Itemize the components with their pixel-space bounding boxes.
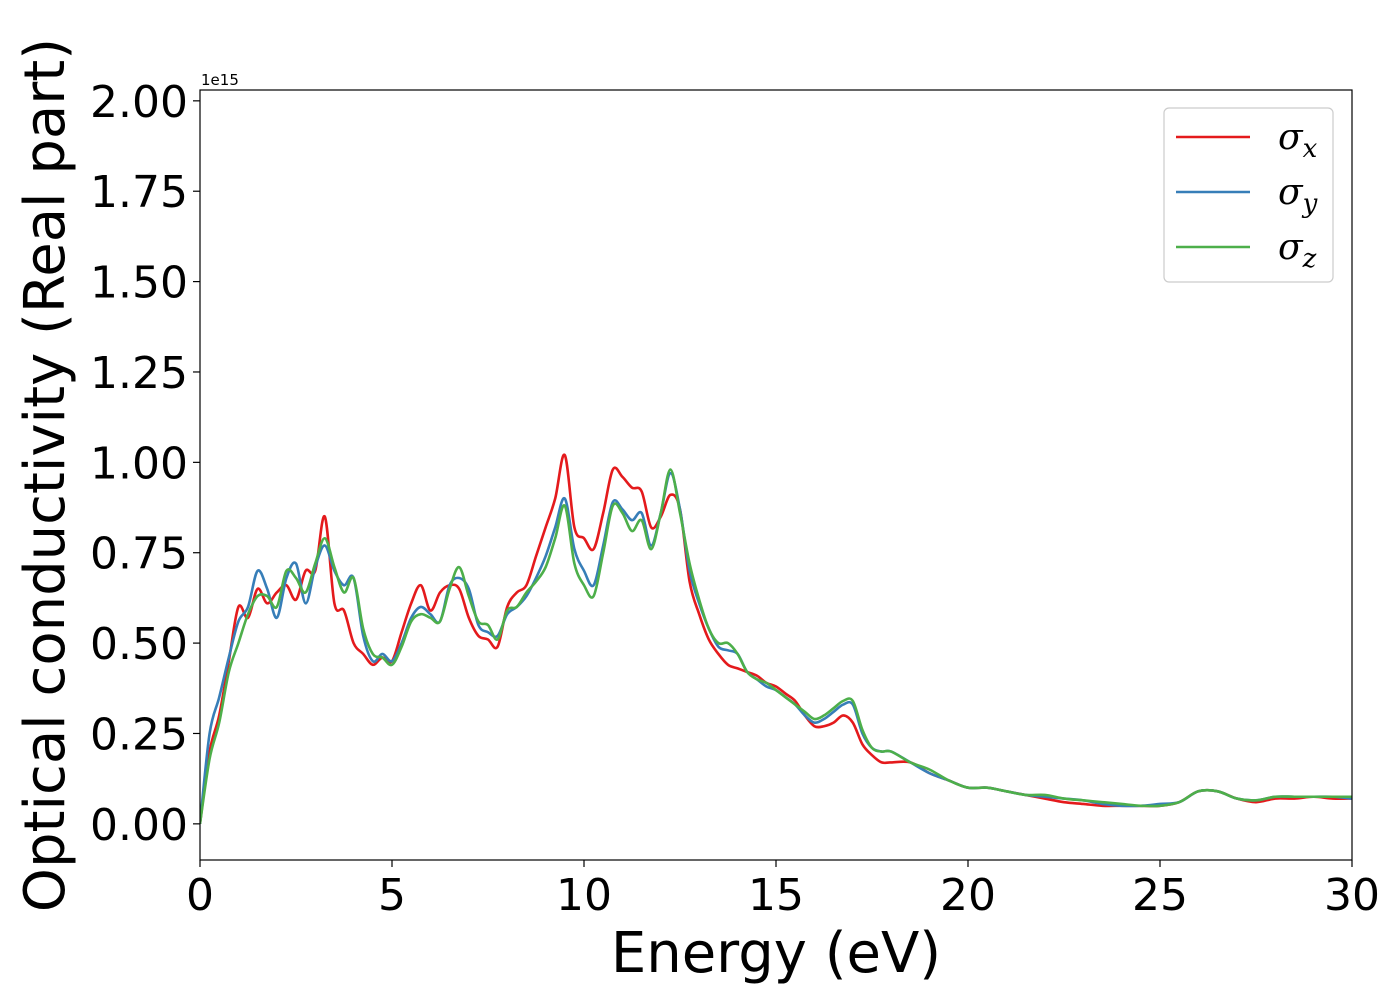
legend-label-sigma-z: σz <box>1278 227 1317 274</box>
x-tick-label: 30 <box>1324 870 1380 921</box>
y-tick-label: 0.75 <box>90 529 188 580</box>
y-tick-label: 0.50 <box>90 619 188 670</box>
series-line-sigma-z <box>200 468 1352 825</box>
x-tick-label: 25 <box>1132 870 1188 921</box>
x-tick-label: 5 <box>378 870 406 921</box>
x-tick-label: 0 <box>186 870 214 921</box>
y-tick-label: 0.00 <box>90 800 188 851</box>
y-axis: 0.00 0.25 0.50 0.75 1.00 1.25 1.50 1.75 2.00 <box>90 77 200 851</box>
y-tick-label: 1.25 <box>90 348 188 399</box>
x-axis: 0 5 10 15 20 25 30 <box>186 860 1380 921</box>
legend-label-base: σ <box>1278 172 1304 213</box>
series-layer <box>200 453 1352 825</box>
y-tick-label: 1.50 <box>90 258 188 309</box>
y-tick-label: 2.00 <box>90 77 188 128</box>
legend-label-sigma-y: σy <box>1278 172 1318 219</box>
x-tick-label: 15 <box>748 870 804 921</box>
y-tick-label: 0.25 <box>90 709 188 760</box>
legend-label-subscript: x <box>1303 134 1318 164</box>
y-axis-title: Optical conductivity (Real part) <box>13 38 78 912</box>
legend-label-subscript: y <box>1302 189 1318 219</box>
x-tick-label: 20 <box>940 870 996 921</box>
x-tick-label: 10 <box>556 870 612 921</box>
legend-label-subscript: z <box>1302 244 1317 274</box>
y-tick-label: 1.75 <box>90 167 188 218</box>
y-tick-label: 1.00 <box>90 438 188 489</box>
y-offset-label: 1e15 <box>201 71 239 89</box>
x-axis-title: Energy (eV) <box>611 921 941 986</box>
legend-label-sigma-x: σx <box>1278 117 1318 164</box>
legend-box <box>1163 107 1334 283</box>
legend-label-base: σ <box>1278 227 1304 268</box>
legend-label-base: σ <box>1278 117 1304 158</box>
